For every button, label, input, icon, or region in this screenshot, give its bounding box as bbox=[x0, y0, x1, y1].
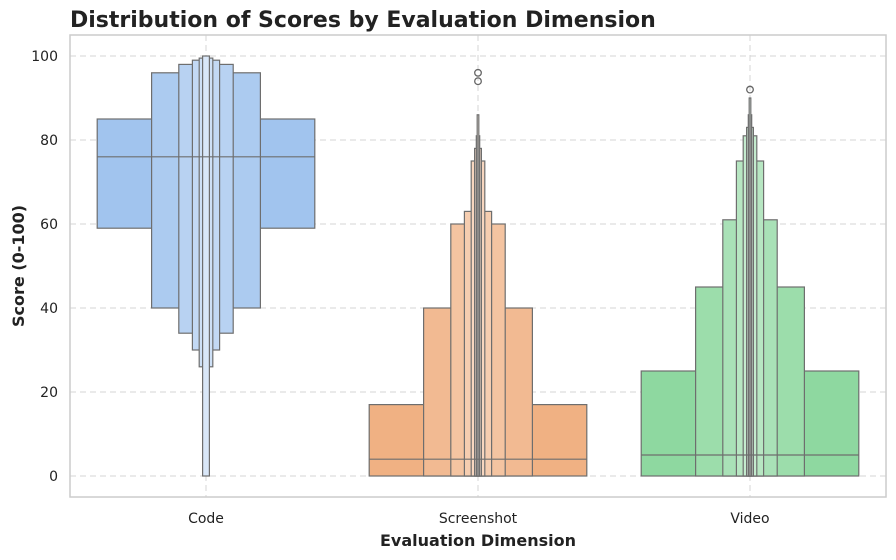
x-tick-label: Code bbox=[188, 511, 224, 527]
chart-title: Distribution of Scores by Evaluation Dim… bbox=[70, 8, 656, 33]
outlier-point bbox=[474, 77, 482, 86]
y-tick-label: 20 bbox=[40, 385, 58, 401]
y-tick-label: 60 bbox=[40, 217, 58, 233]
outlier-point bbox=[746, 85, 754, 94]
x-tick-label: Screenshot bbox=[439, 511, 518, 527]
y-tick-label: 0 bbox=[49, 469, 58, 485]
y-axis-label: Score (0-100) bbox=[9, 205, 28, 327]
plot-frame bbox=[69, 34, 887, 498]
boxen-box bbox=[202, 55, 211, 477]
tick-labels: 0 20 40 60 80 100 Code Screenshot Video bbox=[31, 49, 769, 527]
series-video bbox=[640, 85, 860, 477]
series-screenshot bbox=[368, 68, 588, 477]
y-tick-label: 100 bbox=[31, 49, 58, 65]
outlier-point bbox=[474, 68, 482, 77]
y-tick-label: 40 bbox=[40, 301, 58, 317]
boxen-box bbox=[476, 114, 480, 477]
x-axis-label: Evaluation Dimension bbox=[380, 531, 576, 550]
plot-area bbox=[96, 55, 860, 477]
x-tick-label: Video bbox=[730, 511, 769, 527]
series-code bbox=[96, 55, 316, 477]
boxen-box bbox=[748, 97, 752, 477]
y-tick-label: 80 bbox=[40, 133, 58, 149]
